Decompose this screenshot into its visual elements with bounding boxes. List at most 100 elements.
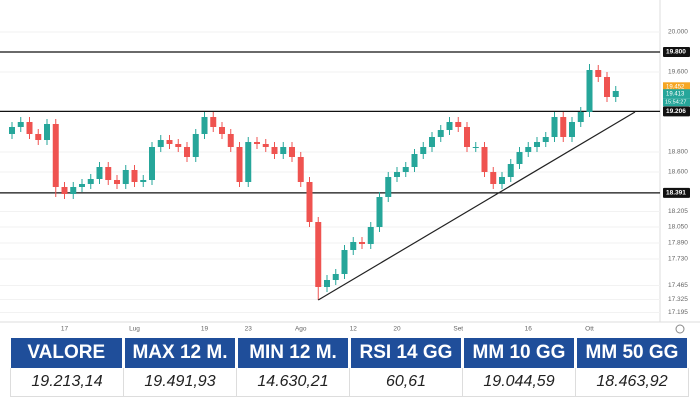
table-value: 60,61: [349, 368, 463, 397]
candle-body: [446, 122, 453, 130]
candle-body: [184, 147, 190, 157]
price-tag-label: 19.452: [666, 84, 685, 90]
candle-body: [560, 117, 567, 137]
candle-body: [437, 130, 444, 137]
y-tick-label: 18.600: [668, 169, 688, 176]
candle-body: [350, 242, 357, 250]
candle-body: [87, 179, 94, 184]
y-tick-label: 18.800: [668, 149, 688, 156]
table-value: 14.630,21: [236, 368, 350, 397]
candle-body: [175, 144, 182, 147]
candle-body: [70, 187, 77, 194]
value-row: 19.213,14 19.491,93 14.630,21 60,61 19.044,5…: [10, 368, 689, 397]
table-header: MM 50 GG: [575, 338, 690, 368]
table-value: 18.463,92: [575, 368, 689, 397]
candle-body: [140, 180, 147, 182]
x-tick-label: 19: [201, 326, 209, 333]
x-tick-label: 20: [393, 326, 401, 333]
price-tag-label: 19.413: [666, 91, 685, 97]
candle-body: [490, 172, 497, 184]
chart: 20.000 19.600 18.800 18.600 18.205 18.050 17.8…: [0, 0, 700, 334]
candle-body: [472, 147, 479, 148]
candle-body: [149, 147, 155, 180]
price-tag: [663, 89, 690, 99]
candle-body: [551, 117, 558, 137]
candle-body: [297, 157, 304, 182]
candle-body: [166, 140, 173, 144]
settings-icon[interactable]: [675, 324, 685, 334]
candle-body: [569, 122, 575, 137]
candle-body: [157, 140, 164, 147]
candle-body: [271, 147, 278, 154]
candle-body: [236, 147, 243, 182]
candle-body: [612, 91, 619, 97]
level-label: 19.206: [666, 108, 686, 115]
y-tick-label: 18.050: [668, 224, 688, 231]
candle-body: [324, 280, 330, 287]
level-label: 18.391: [666, 190, 686, 197]
candle-body: [455, 122, 462, 127]
candle-body: [306, 182, 313, 222]
candle-body: [376, 197, 383, 227]
candle-body: [79, 184, 85, 187]
table-header: VALORE: [10, 338, 125, 368]
header-row: VALORE MAX 12 M. MIN 12 M. RSI 14 GG MM 10 G…: [10, 338, 690, 368]
candle-body: [542, 137, 549, 142]
x-tick-label: Ago: [295, 326, 307, 333]
y-tick-label: 17.890: [668, 240, 688, 247]
candle-body: [201, 117, 208, 134]
table-header: RSI 14 GG: [349, 338, 464, 368]
candle-body: [525, 147, 532, 152]
table-value: 19.491,93: [123, 368, 237, 397]
candle-body: [289, 147, 295, 157]
candle-body: [534, 142, 540, 147]
candle-body: [26, 122, 33, 134]
candle-body: [359, 242, 365, 244]
x-tick-label: 23: [245, 326, 253, 333]
candle-body: [385, 177, 392, 197]
x-tick-label: Lug: [129, 326, 140, 333]
stats-table: VALORE MAX 12 M. MIN 12 M. RSI 14 GG MM 10 G…: [10, 338, 690, 397]
table-header: MAX 12 M.: [123, 338, 238, 368]
candle-body: [481, 147, 488, 172]
candle-body: [595, 70, 602, 77]
candle-body: [61, 187, 68, 194]
price-tag: [663, 82, 690, 92]
table-value: 19.213,14: [10, 368, 124, 397]
y-tick-label: 17.195: [668, 309, 688, 316]
x-tick-label: Ott: [585, 326, 594, 333]
y-tick-label: 17.465: [668, 282, 688, 289]
candle-body: [262, 144, 269, 147]
x-tick-label: Set: [453, 326, 463, 333]
table-value: 19.044,59: [462, 368, 576, 397]
candle-body: [429, 137, 435, 147]
candle-body: [420, 147, 427, 154]
candle-body: [280, 147, 287, 154]
candle-body: [227, 134, 234, 147]
candle-body: [394, 172, 400, 177]
candle-body: [44, 124, 50, 140]
candle-body: [105, 167, 112, 180]
candle-body: [35, 134, 42, 140]
candle-body: [210, 117, 217, 127]
time-label: 15:54:27: [665, 100, 686, 106]
candle-body: [499, 177, 505, 184]
candle-body: [402, 167, 409, 172]
candle-body: [219, 127, 225, 134]
candle-body: [367, 227, 374, 244]
y-tick-label: 17.730: [668, 256, 688, 263]
table-header: MIN 12 M.: [236, 338, 351, 368]
candle-body: [507, 164, 514, 177]
candle-body: [9, 127, 15, 134]
y-tick-label: 19.600: [668, 69, 688, 76]
candle-body: [254, 142, 260, 144]
candle-body: [122, 170, 129, 184]
x-tick-label: 17: [61, 326, 69, 333]
candle-body: [192, 134, 199, 157]
x-tick-label: 16: [525, 326, 533, 333]
x-tick-label: 12: [350, 326, 358, 333]
candle-body: [131, 170, 138, 182]
candle-body: [464, 127, 470, 147]
candle-body: [586, 70, 593, 112]
